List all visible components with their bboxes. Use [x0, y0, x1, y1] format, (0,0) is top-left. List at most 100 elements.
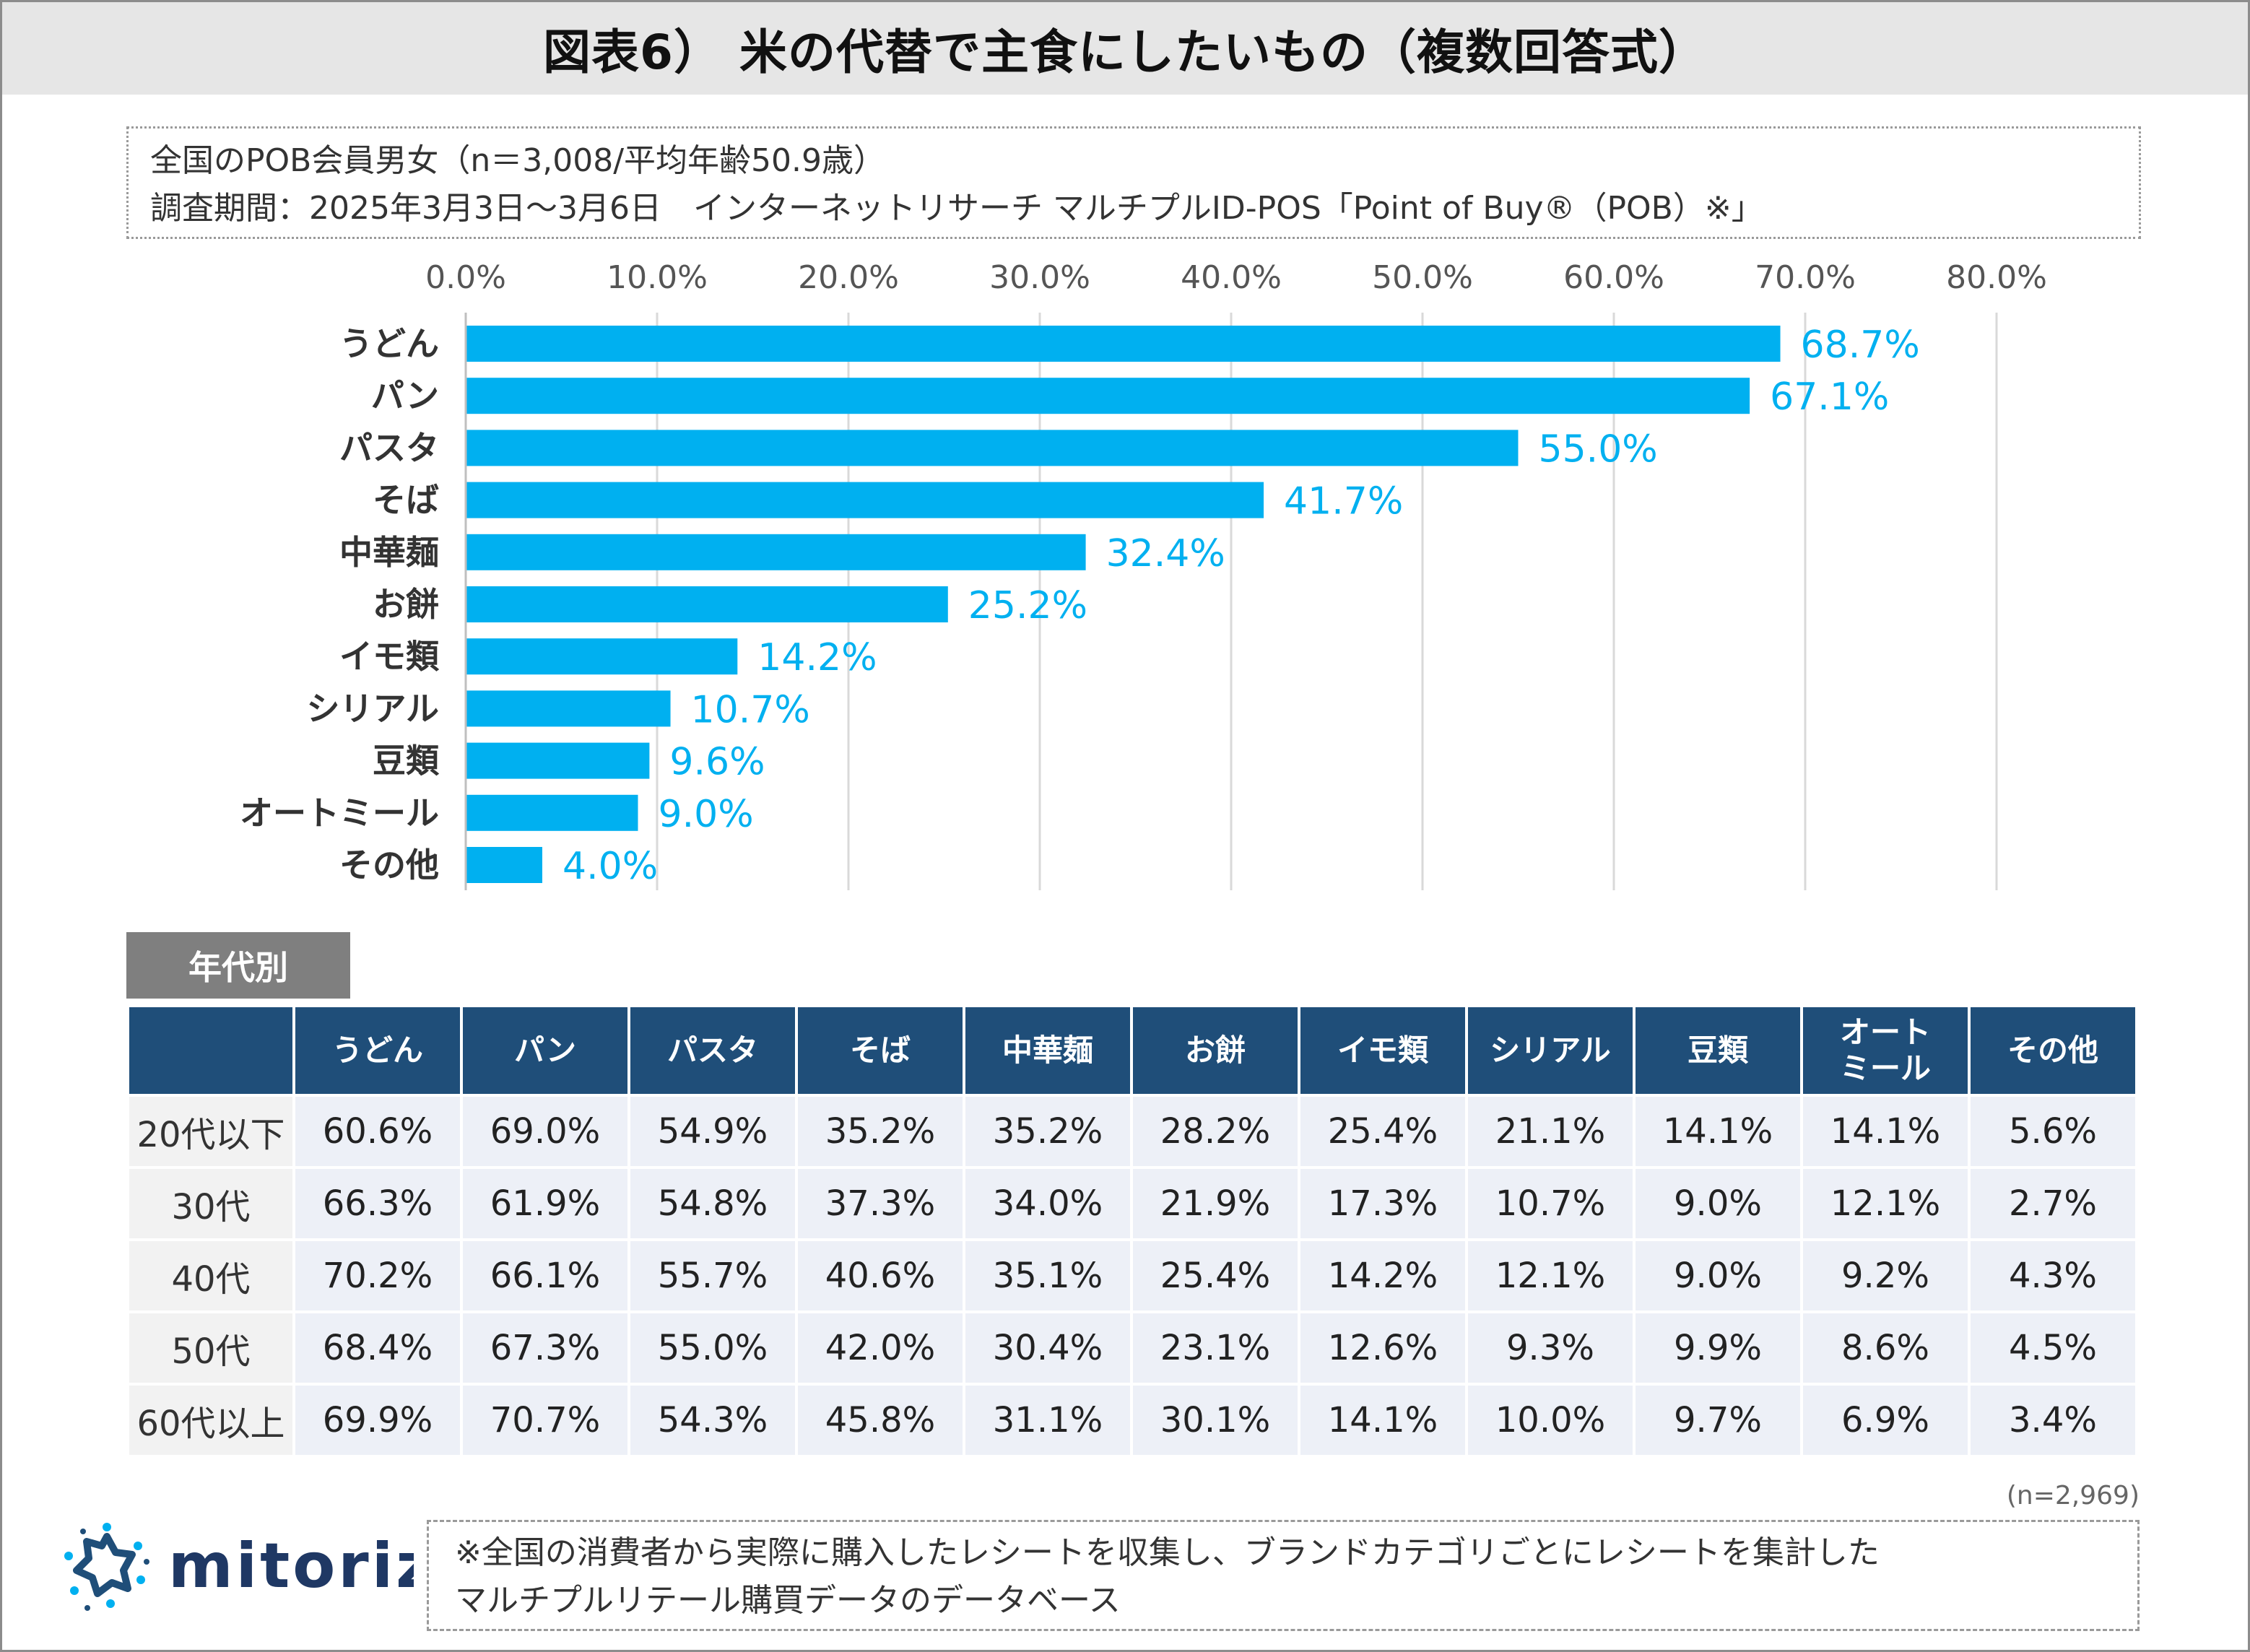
category-label: イモ類: [339, 637, 440, 676]
table-cell: 37.3%: [798, 1169, 963, 1238]
table-cell: 54.3%: [630, 1386, 795, 1455]
table-cell: 4.3%: [1971, 1241, 2135, 1310]
table-header-row: うどん パン パスタ そば 中華麺 お餅 イモ類 シリアル 豆類 オート ミール その他: [129, 1007, 2135, 1094]
table-row: 20代以下 60.6% 69.0% 54.9% 35.2% 35.2% 28.2% 25.4%…: [129, 1097, 2135, 1166]
table-cell: 30.1%: [1133, 1386, 1298, 1455]
table-row: 30代 66.3% 61.9% 54.8% 37.3% 34.0% 21.9% 17.3% 10…: [129, 1169, 2135, 1238]
value-label: 55.0%: [1539, 427, 1658, 471]
table-cell: 10.7%: [1468, 1169, 1633, 1238]
table-cell: 28.2%: [1133, 1097, 1298, 1166]
table-cell: 5.6%: [1971, 1097, 2135, 1166]
table-cell: 69.0%: [463, 1097, 627, 1166]
table-cell: 66.1%: [463, 1241, 627, 1310]
table-cell: 70.7%: [463, 1386, 627, 1455]
age-breakdown-table: うどん パン パスタ そば 中華麺 お餅 イモ類 シリアル 豆類 オート ミール その他 20代以下 6…: [126, 1004, 2138, 1458]
table-column-header: パン: [463, 1007, 627, 1094]
x-tick-label: 50.0%: [1372, 259, 1473, 296]
table-cell: 21.1%: [1468, 1097, 1633, 1166]
table-cell: 14.1%: [1636, 1097, 1800, 1166]
table-cell: 9.9%: [1636, 1313, 1800, 1383]
table-cell: 6.9%: [1803, 1386, 1968, 1455]
x-tick-label: 70.0%: [1755, 259, 1856, 296]
table-cell: 67.3%: [463, 1313, 627, 1383]
row-header-cell: 40代: [129, 1241, 292, 1310]
table-cell: 60.6%: [295, 1097, 460, 1166]
table-cell: 9.2%: [1803, 1241, 1968, 1310]
table-cell: 69.9%: [295, 1386, 460, 1455]
category-label: うどん: [339, 324, 439, 363]
table-cell: 17.3%: [1300, 1169, 1465, 1238]
bar: [466, 847, 542, 883]
table-cell: 55.7%: [630, 1241, 795, 1310]
bar: [466, 430, 1519, 466]
row-header-cell: 20代以下: [129, 1097, 292, 1166]
value-label: 67.1%: [1770, 375, 1889, 419]
table-cell: 68.4%: [295, 1313, 460, 1383]
row-header-cell: 50代: [129, 1313, 292, 1383]
table-cell: 12.6%: [1300, 1313, 1465, 1383]
x-tick-label: 0.0%: [425, 259, 506, 296]
table-row: 60代以上 69.9% 70.7% 54.3% 45.8% 31.1% 30.1% 14.1%…: [129, 1386, 2135, 1455]
title-bar: 図表6） 米の代替で主食にしたいもの（複数回答式）: [2, 2, 2248, 95]
table-column-header: そば: [798, 1007, 963, 1094]
x-tick-label: 60.0%: [1563, 259, 1664, 296]
table-column-header: その他: [1971, 1007, 2135, 1094]
table-column-header: パスタ: [630, 1007, 795, 1094]
bar: [466, 586, 948, 622]
table-cell: 66.3%: [295, 1169, 460, 1238]
table-cell: 40.6%: [798, 1241, 963, 1310]
value-label: 10.7%: [691, 688, 810, 731]
bar: [466, 794, 638, 831]
table-cell: 10.0%: [1468, 1386, 1633, 1455]
table-column-header: イモ類: [1300, 1007, 1465, 1094]
bar: [466, 378, 1750, 414]
table-cell: 4.5%: [1971, 1313, 2135, 1383]
category-label: シリアル: [306, 689, 439, 728]
table-row: 50代 68.4% 67.3% 55.0% 42.0% 30.4% 23.1% 12.6% 9.…: [129, 1313, 2135, 1383]
age-breakdown-label: 年代別: [126, 932, 350, 999]
x-tick-label: 80.0%: [1946, 259, 2047, 296]
survey-period-text: 調査期間：2025年3月3日〜3月6日 インターネットリサーチ マルチプルID-…: [150, 190, 1763, 227]
row-header-cell: 60代以上: [129, 1386, 292, 1455]
table-body: 20代以下 60.6% 69.0% 54.9% 35.2% 35.2% 28.2% 25.4%…: [129, 1097, 2135, 1455]
category-label: そば: [373, 481, 439, 520]
bar: [466, 482, 1264, 518]
value-label: 4.0%: [562, 845, 658, 888]
table-cell: 2.7%: [1971, 1169, 2135, 1238]
table-cell: 70.2%: [295, 1241, 460, 1310]
table-cell: 34.0%: [965, 1169, 1130, 1238]
footnote-line-2: マルチプルリテール購買データのデータベース: [455, 1582, 1121, 1619]
table-cell: 9.3%: [1468, 1313, 1633, 1383]
table-column-header: 豆類: [1636, 1007, 1800, 1094]
table-column-header: オート ミール: [1803, 1007, 1968, 1094]
table-cell: 35.2%: [798, 1097, 963, 1166]
table-cell: 9.7%: [1636, 1386, 1800, 1455]
table-cell: 9.0%: [1636, 1241, 1800, 1310]
value-label: 14.2%: [757, 636, 877, 679]
bar: [466, 638, 738, 675]
mitoriz-logo: mitoriz: [64, 1523, 414, 1611]
table-column-header: 中華麺: [965, 1007, 1130, 1094]
x-tick-label: 20.0%: [798, 259, 899, 296]
page-title: 図表6） 米の代替で主食にしたいもの（複数回答式）: [543, 25, 1707, 80]
bar: [466, 326, 1781, 362]
sample-size-note: (n=2,969): [2006, 1481, 2140, 1510]
table-column-header: シリアル: [1468, 1007, 1633, 1094]
x-tick-label: 40.0%: [1181, 259, 1282, 296]
table-cell: 31.1%: [965, 1386, 1130, 1455]
table-corner-cell: [129, 1007, 292, 1094]
table-cell: 25.4%: [1300, 1097, 1465, 1166]
table-cell: 8.6%: [1803, 1313, 1968, 1383]
bar-chart: 0.0% 10.0% 20.0% 30.0% 40.0% 50.0% 60.0% 70.0% 8…: [240, 259, 2047, 890]
bar: [466, 742, 650, 779]
category-label: その他: [339, 845, 439, 884]
table-cell: 45.8%: [798, 1386, 963, 1455]
mitoriz-logo-icon: [64, 1523, 149, 1611]
table-cell: 55.0%: [630, 1313, 795, 1383]
value-label: 41.7%: [1284, 480, 1403, 523]
table-cell: 21.9%: [1133, 1169, 1298, 1238]
logo-text: mitoriz: [168, 1530, 414, 1602]
value-label: 25.2%: [968, 584, 1087, 627]
category-label: パン: [371, 376, 439, 415]
value-label: 9.0%: [659, 793, 754, 836]
